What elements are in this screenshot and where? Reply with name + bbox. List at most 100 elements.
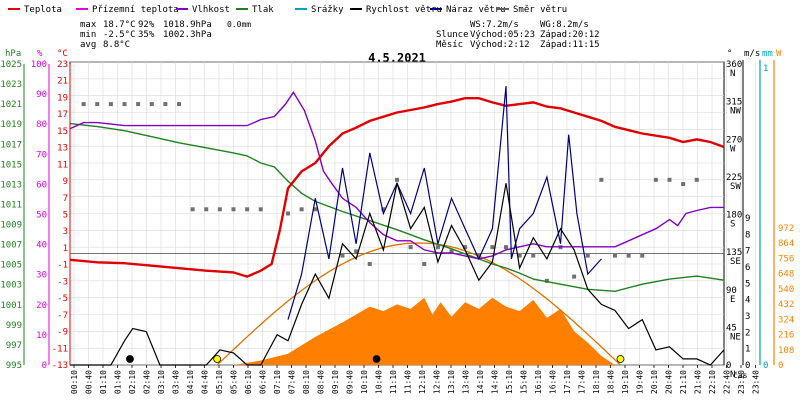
- wind-dir-point-30: [517, 253, 522, 258]
- x-tick-7: 03:40: [172, 370, 181, 394]
- degc-tick-1: 21: [57, 77, 68, 87]
- x-tick-31: 15:40: [520, 370, 529, 394]
- wm2-tick-6: 324: [778, 315, 794, 325]
- ms-tick-3: 6: [745, 263, 750, 273]
- x-tick-21: 10:40: [375, 370, 384, 394]
- wind-dir-point-22: [408, 245, 413, 250]
- dir-tick-name-2: W: [730, 144, 736, 154]
- x-tick-32: 16:10: [534, 370, 543, 394]
- hpa-tick-4: 1017: [0, 140, 22, 150]
- degc-tick-9: 5: [63, 211, 68, 221]
- mm-tick-0: 1: [763, 64, 768, 74]
- stats-max-rain: 0.0mm: [227, 20, 251, 29]
- wind-dir-point-23: [422, 262, 427, 266]
- wind-dir-point-17: [340, 253, 345, 258]
- x-tick-24: 12:10: [418, 370, 427, 394]
- x-tick-0: 00:10: [70, 370, 79, 394]
- dir-tick-deg-8: 0: [726, 361, 731, 371]
- wind-dir-point-5: [149, 102, 154, 107]
- wind-dir-point-10: [217, 207, 222, 212]
- hpa-tick-1: 1023: [0, 80, 22, 90]
- hpa-tick-13: 999: [6, 321, 22, 331]
- sunset-marker: [616, 355, 625, 363]
- ms-tick-0: 9: [745, 214, 750, 224]
- x-tick-41: 20:40: [665, 370, 674, 394]
- dir-tick-deg-3: 225: [726, 173, 742, 183]
- x-tick-22: 11:10: [389, 370, 398, 394]
- dir-tick-deg-4: 180: [726, 211, 742, 221]
- dir-tick-name-4: S: [730, 220, 735, 230]
- stats-max-label: max: [80, 20, 97, 30]
- x-tick-14: 07:10: [273, 370, 282, 394]
- x-tick-4: 02:10: [128, 370, 137, 394]
- axis-degc-unit: °C: [57, 49, 68, 59]
- x-tick-39: 19:40: [636, 370, 645, 394]
- hpa-tick-6: 1013: [0, 180, 22, 190]
- x-tick-27: 13:40: [462, 370, 471, 394]
- wind-dir-point-12: [245, 207, 250, 212]
- x-tick-9: 04:40: [201, 370, 210, 394]
- degc-tick-14: -5: [57, 294, 68, 304]
- x-tick-30: 15:10: [505, 370, 514, 394]
- pct-tick-0: 100: [31, 60, 47, 70]
- axis-pct-unit: %: [37, 49, 43, 59]
- pct-tick-7: 30: [36, 271, 47, 281]
- wind-dir-point-13: [258, 207, 263, 212]
- wind-dir-point-9: [204, 207, 209, 212]
- degc-tick-8: 7: [63, 194, 68, 204]
- x-tick-2: 01:10: [99, 370, 108, 394]
- x-tick-16: 08:10: [302, 370, 311, 394]
- x-tick-42: 21:10: [679, 370, 688, 394]
- wm2-tick-8: 108: [778, 346, 794, 356]
- stats-max-temp: 18.7°C: [103, 20, 136, 30]
- dir-tick-name-6: E: [730, 295, 735, 305]
- dir-tick-deg-5: 135: [726, 248, 742, 258]
- wind-dir-point-36: [599, 177, 604, 182]
- dir-tick-name-7: NE: [730, 332, 741, 342]
- degc-tick-16: -9: [57, 328, 68, 338]
- x-tick-38: 19:10: [621, 370, 630, 394]
- wind-dir-point-7: [177, 102, 181, 107]
- wind-dir-point-38: [626, 253, 631, 258]
- x-tick-13: 06:40: [259, 370, 268, 394]
- dir-tick-name-5: SE: [730, 257, 741, 267]
- pct-tick-8: 20: [36, 301, 47, 311]
- plot-area: [69, 61, 756, 366]
- moon-rise: Východ:2:12: [470, 40, 530, 50]
- wm2-tick-1: 864: [778, 239, 794, 249]
- series-humidity-line: [69, 90, 724, 260]
- wind-dir-point-4: [136, 102, 141, 107]
- hpa-tick-14: 997: [6, 341, 22, 351]
- moonset-marker: [372, 355, 381, 363]
- degc-tick-13: -3: [57, 277, 68, 287]
- wm2-tick-2: 756: [778, 254, 794, 264]
- x-tick-10: 05:10: [215, 370, 224, 394]
- x-tick-29: 14:40: [491, 370, 500, 394]
- wind-dir-point-2: [108, 102, 113, 107]
- hpa-tick-15: 995: [6, 361, 22, 371]
- axes-group: 1025102310211019101710151013101110091007…: [0, 60, 794, 394]
- dir-tick-name-0: N: [730, 69, 735, 79]
- wind-dir-point-15: [299, 207, 304, 212]
- x-tick-8: 04:10: [186, 370, 195, 394]
- degc-tick-5: 13: [57, 144, 68, 154]
- x-tick-37: 18:40: [607, 370, 616, 394]
- pct-tick-6: 40: [36, 241, 47, 251]
- wind-dir-point-6: [163, 102, 168, 107]
- wind-dir-point-41: [667, 177, 672, 182]
- series-wind-line: [70, 183, 725, 366]
- degc-tick-6: 11: [57, 160, 68, 170]
- pct-tick-4: 60: [36, 180, 47, 190]
- wind-dir-point-19: [367, 262, 372, 266]
- stats-avg-temp: 8.8°C: [103, 40, 130, 50]
- x-tick-28: 14:10: [476, 370, 485, 394]
- wind-dir-point-18: [354, 249, 359, 254]
- x-tick-5: 02:40: [143, 370, 152, 394]
- hpa-tick-9: 1007: [0, 241, 22, 251]
- wm2-tick-9: 0: [778, 361, 783, 371]
- hpa-tick-11: 1003: [0, 281, 22, 291]
- wm2-tick-5: 432: [778, 300, 794, 310]
- hpa-tick-5: 1015: [0, 160, 22, 170]
- wind-dir-point-43: [694, 177, 699, 182]
